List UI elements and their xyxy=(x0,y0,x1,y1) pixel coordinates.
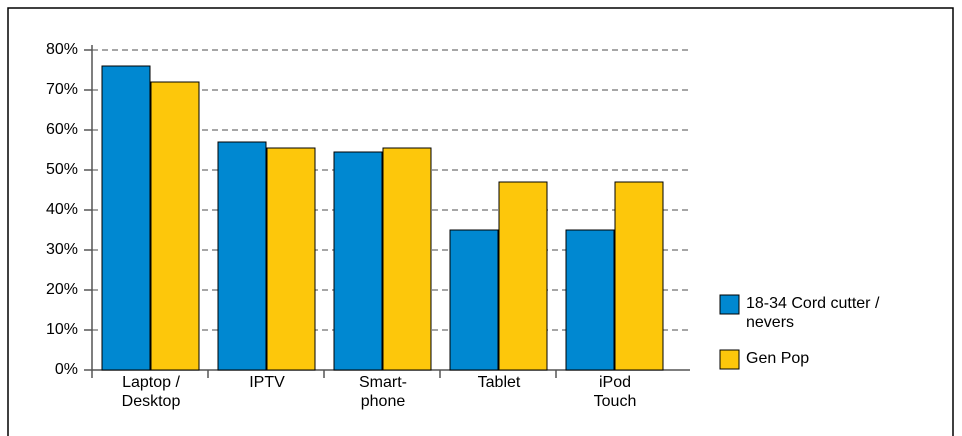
bar xyxy=(150,81,200,371)
bar xyxy=(565,229,615,371)
x-tick-label: IPTV xyxy=(249,374,285,391)
bar xyxy=(333,151,383,371)
y-tick-label: 80% xyxy=(46,41,78,58)
x-tick-label: Laptop / Desktop xyxy=(121,374,181,410)
legend-swatch xyxy=(719,349,740,370)
legend-label: 18-34 Cord cutter / nevers xyxy=(746,295,880,331)
bar xyxy=(382,147,432,371)
legend-swatch xyxy=(719,294,740,315)
bar xyxy=(217,141,267,371)
x-tick-label: Tablet xyxy=(477,374,521,391)
y-tick-label: 10% xyxy=(46,321,78,338)
bar xyxy=(498,181,548,371)
legend-label: Gen Pop xyxy=(746,350,810,367)
y-tick-label: 30% xyxy=(46,241,78,258)
bar xyxy=(614,181,664,371)
y-tick-label: 40% xyxy=(46,201,78,218)
bar xyxy=(266,147,316,371)
y-tick-label: 60% xyxy=(46,121,78,138)
bar xyxy=(101,65,151,371)
bar xyxy=(449,229,499,371)
y-tick-label: 50% xyxy=(46,161,78,178)
frame xyxy=(7,7,954,436)
x-tick-label: Smart- phone xyxy=(359,374,407,410)
x-tick-label: iPod Touch xyxy=(593,374,637,410)
y-tick-label: 70% xyxy=(46,81,78,98)
y-tick-label: 20% xyxy=(46,281,78,298)
y-tick-label: 0% xyxy=(55,361,78,378)
